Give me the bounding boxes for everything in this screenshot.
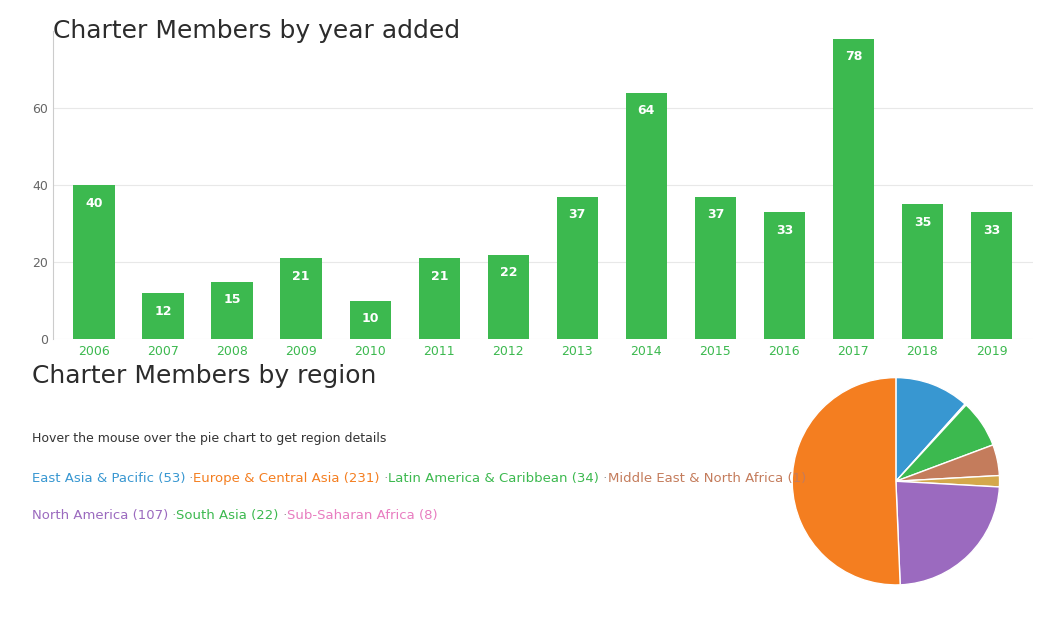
Wedge shape xyxy=(896,481,999,585)
Text: 21: 21 xyxy=(430,270,448,283)
Wedge shape xyxy=(896,476,999,487)
Bar xyxy=(764,212,805,339)
Bar xyxy=(142,293,183,339)
Bar xyxy=(833,38,874,339)
Text: 10: 10 xyxy=(362,312,379,325)
Text: ·: · xyxy=(278,509,287,522)
Text: Middle East & North Africa (1): Middle East & North Africa (1) xyxy=(607,472,806,485)
Text: Europe & Central Asia (231): Europe & Central Asia (231) xyxy=(194,472,380,485)
Text: ·: · xyxy=(186,472,194,485)
Text: ·: · xyxy=(168,509,176,522)
Text: South Asia (22): South Asia (22) xyxy=(176,509,278,522)
Bar xyxy=(74,185,115,339)
Text: 64: 64 xyxy=(638,104,655,117)
Text: 12: 12 xyxy=(154,305,172,318)
Text: 37: 37 xyxy=(706,208,724,222)
Bar xyxy=(488,254,529,339)
Text: 33: 33 xyxy=(776,224,793,237)
Wedge shape xyxy=(896,405,993,481)
Text: 21: 21 xyxy=(292,270,310,283)
Bar xyxy=(418,259,460,339)
Text: Latin America & Caribbean (34): Latin America & Caribbean (34) xyxy=(388,472,600,485)
Wedge shape xyxy=(896,445,999,481)
Text: East Asia & Pacific (53): East Asia & Pacific (53) xyxy=(32,472,186,485)
Bar xyxy=(626,93,667,339)
Bar xyxy=(557,197,598,339)
Text: 33: 33 xyxy=(983,224,1000,237)
Text: 35: 35 xyxy=(914,216,931,229)
Bar xyxy=(212,281,253,339)
Text: 15: 15 xyxy=(223,293,241,306)
Wedge shape xyxy=(793,378,900,585)
Text: North America (107): North America (107) xyxy=(32,509,168,522)
Text: Hover the mouse over the pie chart to get region details: Hover the mouse over the pie chart to ge… xyxy=(32,432,386,445)
Text: Charter Members by year added: Charter Members by year added xyxy=(53,19,460,43)
Text: 22: 22 xyxy=(500,266,518,279)
Wedge shape xyxy=(896,378,965,481)
Text: 78: 78 xyxy=(844,50,862,63)
Bar xyxy=(695,197,736,339)
Text: Charter Members by region: Charter Members by region xyxy=(32,364,376,388)
Bar xyxy=(280,259,321,339)
Text: ·: · xyxy=(380,472,388,485)
Text: ·: · xyxy=(600,472,607,485)
Wedge shape xyxy=(896,404,967,481)
Bar xyxy=(902,204,943,339)
Bar xyxy=(350,300,391,339)
Text: Sub-Saharan Africa (8): Sub-Saharan Africa (8) xyxy=(287,509,437,522)
Text: 40: 40 xyxy=(85,197,103,210)
Text: 37: 37 xyxy=(569,208,586,222)
Bar xyxy=(971,212,1012,339)
